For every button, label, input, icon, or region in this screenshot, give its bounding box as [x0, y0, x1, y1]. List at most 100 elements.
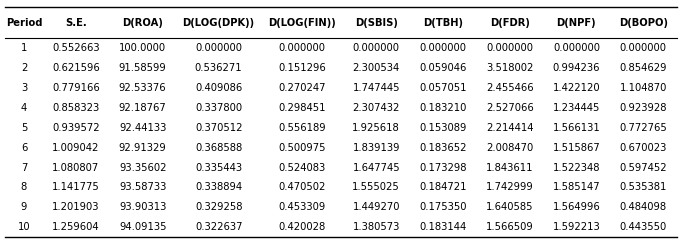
Text: 0.000000: 0.000000	[486, 43, 533, 53]
Text: 10: 10	[18, 222, 30, 232]
Text: 0.470502: 0.470502	[278, 182, 326, 192]
Text: D(LOG(FIN)): D(LOG(FIN))	[268, 18, 336, 28]
Text: 1.640585: 1.640585	[486, 202, 533, 212]
Text: 0.453309: 0.453309	[278, 202, 326, 212]
Text: D(TBH): D(TBH)	[423, 18, 463, 28]
Text: 0.000000: 0.000000	[620, 43, 667, 53]
Text: 1: 1	[21, 43, 27, 53]
Text: 1.566509: 1.566509	[486, 222, 533, 232]
Text: 0.536271: 0.536271	[195, 63, 243, 73]
Text: D(BOPO): D(BOPO)	[619, 18, 668, 28]
Text: D(NPF): D(NPF)	[557, 18, 596, 28]
Text: 1.522348: 1.522348	[552, 163, 600, 173]
Text: 0.298451: 0.298451	[278, 103, 326, 113]
Text: D(LOG(DPK)): D(LOG(DPK))	[183, 18, 254, 28]
Text: 0.923928: 0.923928	[619, 103, 667, 113]
Text: 2.300534: 2.300534	[353, 63, 400, 73]
Text: 0.153089: 0.153089	[419, 123, 466, 133]
Text: 1.747445: 1.747445	[353, 83, 400, 93]
Text: 1.592213: 1.592213	[552, 222, 600, 232]
Text: 2: 2	[21, 63, 27, 73]
Text: 1.515867: 1.515867	[552, 143, 600, 153]
Text: 94.09135: 94.09135	[119, 222, 166, 232]
Text: 0.500975: 0.500975	[278, 143, 326, 153]
Text: 0.370512: 0.370512	[195, 123, 242, 133]
Text: 2.455466: 2.455466	[486, 83, 533, 93]
Text: 0.059046: 0.059046	[419, 63, 466, 73]
Text: 3: 3	[21, 83, 27, 93]
Text: 92.91329: 92.91329	[119, 143, 166, 153]
Text: 0.443550: 0.443550	[619, 222, 667, 232]
Text: 0.420028: 0.420028	[278, 222, 326, 232]
Text: 92.53376: 92.53376	[119, 83, 166, 93]
Text: 0.173298: 0.173298	[419, 163, 466, 173]
Text: 1.234445: 1.234445	[552, 103, 600, 113]
Text: 0.621596: 0.621596	[52, 63, 100, 73]
Text: 93.90313: 93.90313	[119, 202, 166, 212]
Text: 1.843611: 1.843611	[486, 163, 533, 173]
Text: 91.58599: 91.58599	[119, 63, 166, 73]
Text: 0.409086: 0.409086	[195, 83, 242, 93]
Text: 1.259604: 1.259604	[52, 222, 100, 232]
Text: 0.322637: 0.322637	[195, 222, 242, 232]
Text: 0.184721: 0.184721	[419, 182, 466, 192]
Text: 7: 7	[21, 163, 27, 173]
Text: 3.518002: 3.518002	[486, 63, 533, 73]
Text: 93.58733: 93.58733	[119, 182, 166, 192]
Text: 0.535381: 0.535381	[619, 182, 667, 192]
Text: 0.000000: 0.000000	[553, 43, 600, 53]
Text: 100.0000: 100.0000	[119, 43, 166, 53]
Text: D(FDR): D(FDR)	[490, 18, 530, 28]
Text: 0.183652: 0.183652	[419, 143, 466, 153]
Text: 1.422120: 1.422120	[552, 83, 600, 93]
Text: 0.000000: 0.000000	[278, 43, 325, 53]
Text: 0.000000: 0.000000	[419, 43, 466, 53]
Text: 1.080807: 1.080807	[53, 163, 100, 173]
Text: 0.858323: 0.858323	[53, 103, 100, 113]
Text: 2.307432: 2.307432	[353, 103, 400, 113]
Text: 1.839139: 1.839139	[353, 143, 400, 153]
Text: 1.647745: 1.647745	[353, 163, 400, 173]
Text: 1.564996: 1.564996	[552, 202, 600, 212]
Text: 1.201903: 1.201903	[52, 202, 100, 212]
Text: 0.337800: 0.337800	[195, 103, 242, 113]
Text: 8: 8	[21, 182, 27, 192]
Text: 0.939572: 0.939572	[52, 123, 100, 133]
Text: 2.214414: 2.214414	[486, 123, 533, 133]
Text: 1.585147: 1.585147	[552, 182, 600, 192]
Text: 9: 9	[21, 202, 27, 212]
Text: 0.000000: 0.000000	[353, 43, 400, 53]
Text: Period: Period	[5, 18, 42, 28]
Text: 0.270247: 0.270247	[278, 83, 326, 93]
Text: 0.368588: 0.368588	[195, 143, 242, 153]
Text: 0.329258: 0.329258	[195, 202, 242, 212]
Text: 0.779166: 0.779166	[52, 83, 100, 93]
Text: 0.000000: 0.000000	[195, 43, 242, 53]
Text: 0.772765: 0.772765	[619, 123, 667, 133]
Text: 92.18767: 92.18767	[119, 103, 166, 113]
Text: 92.44133: 92.44133	[119, 123, 166, 133]
Text: 0.183144: 0.183144	[419, 222, 466, 232]
Text: 93.35602: 93.35602	[119, 163, 166, 173]
Text: 1.555025: 1.555025	[353, 182, 400, 192]
Text: 0.335443: 0.335443	[195, 163, 242, 173]
Text: 0.597452: 0.597452	[619, 163, 667, 173]
Text: 0.175350: 0.175350	[419, 202, 466, 212]
Text: 2.527066: 2.527066	[486, 103, 533, 113]
Text: 0.151296: 0.151296	[278, 63, 326, 73]
Text: 0.854629: 0.854629	[619, 63, 667, 73]
Text: 1.449270: 1.449270	[353, 202, 400, 212]
Text: 1.925618: 1.925618	[353, 123, 400, 133]
Text: 0.556189: 0.556189	[278, 123, 326, 133]
Text: D(ROA): D(ROA)	[122, 18, 163, 28]
Text: 0.670023: 0.670023	[619, 143, 667, 153]
Text: 1.141775: 1.141775	[52, 182, 100, 192]
Text: 0.183210: 0.183210	[419, 103, 466, 113]
Text: 1.566131: 1.566131	[552, 123, 600, 133]
Text: 1.742999: 1.742999	[486, 182, 533, 192]
Text: 2.008470: 2.008470	[486, 143, 533, 153]
Text: 1.009042: 1.009042	[53, 143, 100, 153]
Text: D(SBIS): D(SBIS)	[355, 18, 398, 28]
Text: 5: 5	[21, 123, 27, 133]
Text: 0.057051: 0.057051	[419, 83, 466, 93]
